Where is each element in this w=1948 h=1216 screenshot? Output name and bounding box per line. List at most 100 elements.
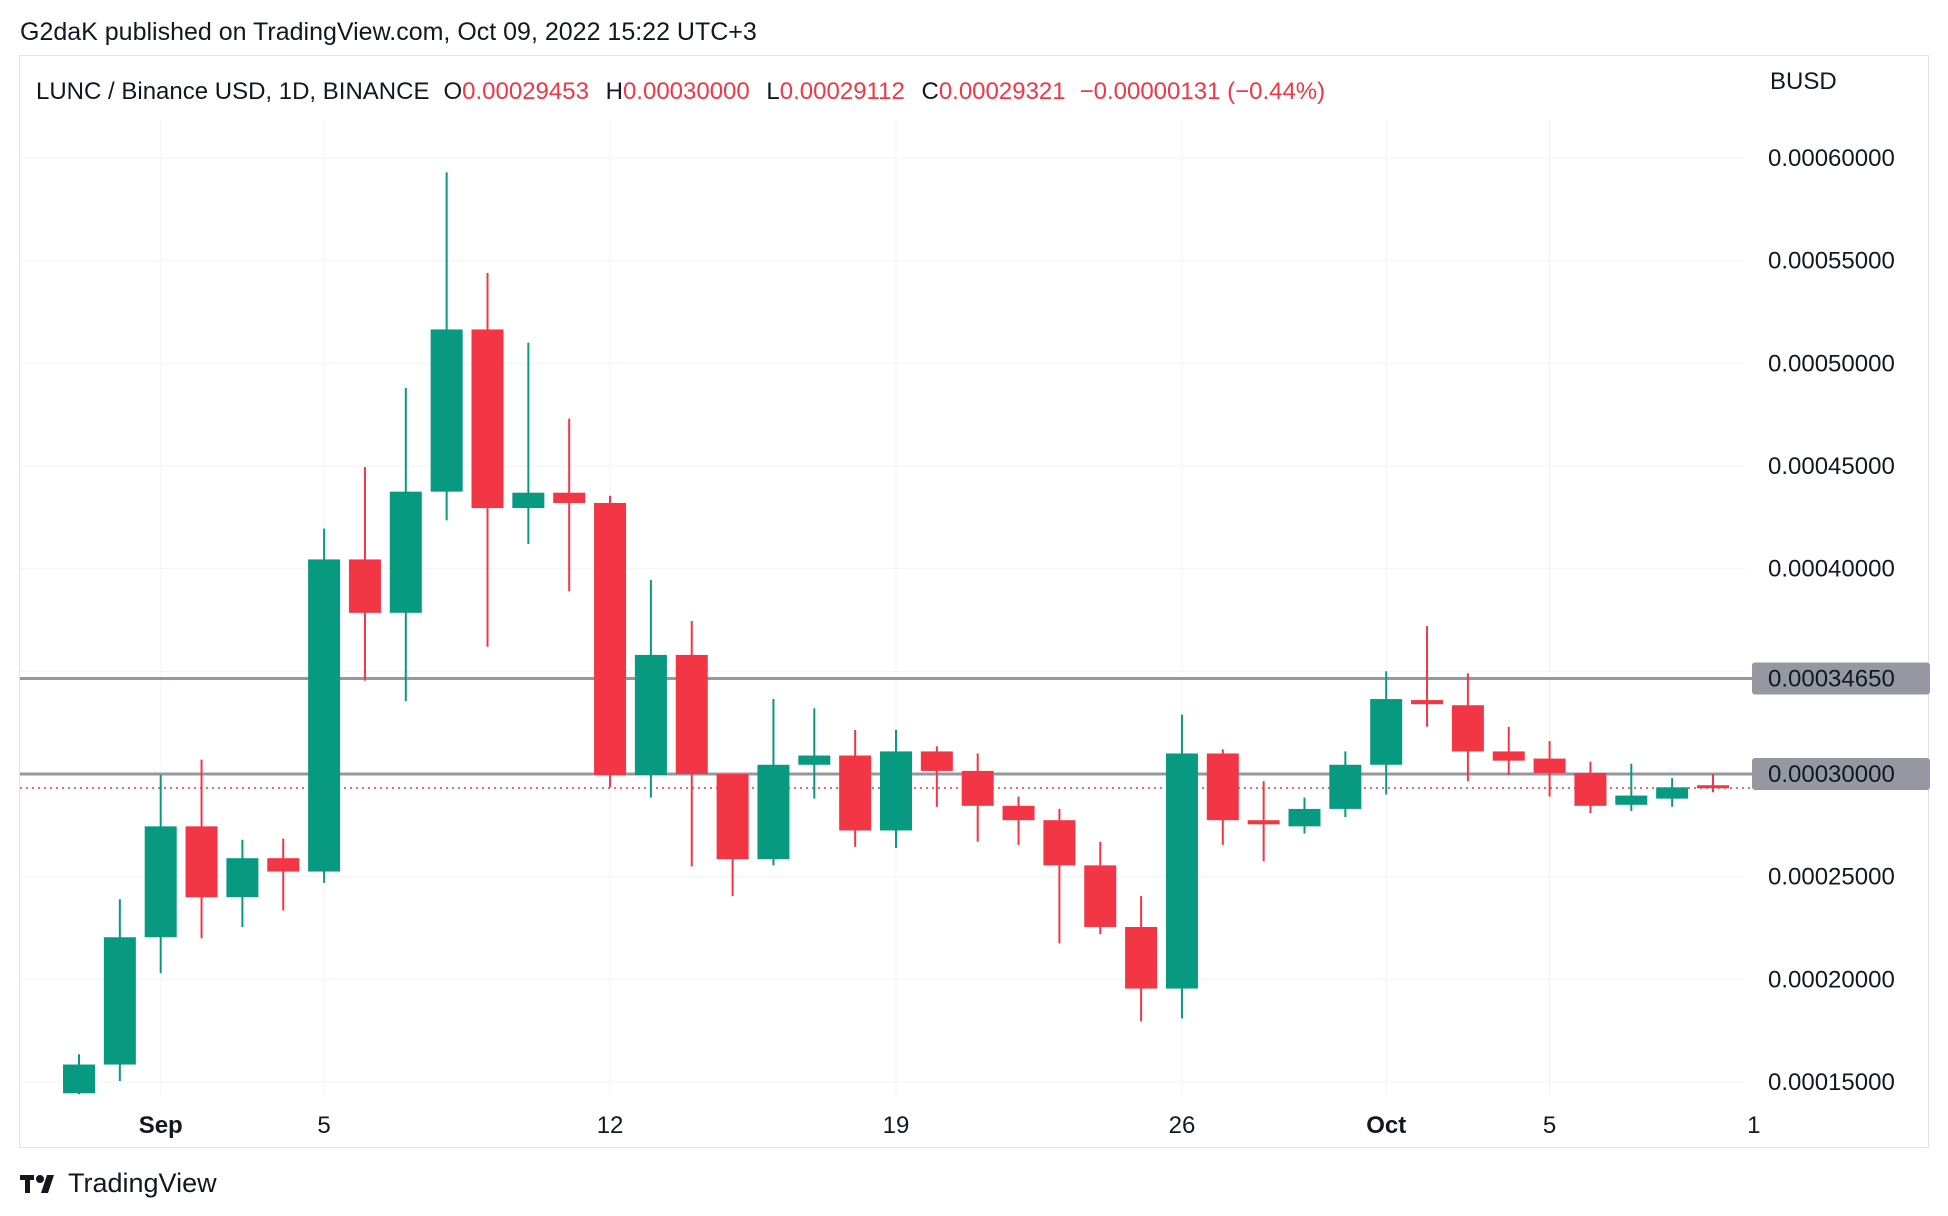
- candle-body: [267, 858, 300, 872]
- candle-body: [1451, 705, 1484, 752]
- time-tick-label: 12: [597, 1112, 624, 1139]
- candle-body: [1084, 865, 1117, 927]
- candle-body: [1697, 785, 1729, 789]
- candle-body: [103, 937, 136, 1065]
- candle-body: [1370, 699, 1403, 765]
- low-value: 0.00029112: [779, 78, 905, 105]
- close-label: C: [921, 78, 939, 105]
- candle-body: [594, 502, 627, 776]
- candle-body: [798, 755, 831, 765]
- candle-body: [1615, 795, 1648, 805]
- candle: [1288, 797, 1321, 834]
- price-tick-label: 0.00060000: [1768, 145, 1895, 172]
- candle-body: [226, 858, 259, 898]
- price-tick-label: 0.00045000: [1768, 453, 1895, 480]
- time-tick-label: 1: [1747, 1112, 1760, 1139]
- candle: [348, 467, 381, 681]
- level-label-background: [1752, 758, 1930, 790]
- candle: [512, 342, 545, 545]
- candle: [961, 753, 994, 842]
- horizontal-level-label: 0.00030000: [1752, 758, 1930, 790]
- candle-body: [308, 559, 341, 872]
- ohlc-legend: LUNC / Binance USD, 1D, BINANCE O0.000294…: [36, 78, 1325, 106]
- candle: [144, 775, 177, 974]
- horizontal-level-label: 0.00034650: [1752, 662, 1930, 695]
- symbol-name[interactable]: LUNC / Binance USD, 1D, BINANCE: [36, 78, 430, 105]
- candle-body: [1329, 764, 1362, 809]
- candle-body: [675, 654, 708, 774]
- level-label-text: 0.00034650: [1768, 666, 1895, 693]
- low-label: L: [766, 78, 780, 105]
- candles-layer: [63, 172, 1729, 1095]
- publisher-caption: G2daK published on TradingView.com, Oct …: [20, 18, 757, 46]
- candle-body: [389, 491, 422, 613]
- time-tick-label: 26: [1169, 1112, 1196, 1139]
- candle: [430, 172, 463, 521]
- candle-body: [553, 492, 586, 503]
- candle: [757, 699, 790, 866]
- candle: [1492, 726, 1525, 776]
- candle: [1247, 781, 1280, 862]
- candle: [1125, 896, 1158, 1022]
- candle: [1697, 774, 1729, 793]
- level-label-background: [1752, 662, 1930, 695]
- candle: [1329, 751, 1362, 818]
- level-label-text: 0.00030000: [1768, 761, 1895, 788]
- candle-body: [920, 751, 953, 771]
- time-tick-label: 19: [883, 1112, 910, 1139]
- candle: [880, 729, 912, 848]
- tradingview-logo[interactable]: TradingView: [20, 1168, 217, 1199]
- time-tick-label: Oct: [1366, 1112, 1406, 1139]
- candle: [553, 418, 586, 592]
- candle-body: [512, 492, 545, 509]
- candle-body: [839, 755, 872, 831]
- candle-body: [1411, 700, 1444, 705]
- price-tick-label: 0.00020000: [1768, 966, 1895, 993]
- candle-body: [348, 559, 381, 613]
- candle: [226, 839, 259, 927]
- close-value: 0.00029321: [938, 78, 1066, 105]
- price-tick-label: 0.00015000: [1768, 1069, 1895, 1096]
- price-axis: 0.00060000 0.00055000 0.00050000 0.00045000…: [1768, 145, 1895, 1096]
- open-value: 0.00029453: [462, 78, 589, 105]
- candle: [1206, 749, 1239, 845]
- candle: [1656, 778, 1689, 807]
- chart-frame: [19, 55, 1929, 1148]
- candle: [1165, 714, 1198, 1019]
- candle: [634, 579, 667, 798]
- candle: [1084, 841, 1117, 935]
- candle-body: [1002, 805, 1035, 821]
- time-axis: Sep 5 12 19 26 Oct 5 1: [139, 1112, 1761, 1139]
- candle: [308, 528, 341, 883]
- candle: [267, 838, 300, 911]
- candle-body: [1656, 787, 1689, 799]
- price-tick-label: 0.00055000: [1768, 248, 1895, 275]
- candle: [920, 746, 953, 807]
- candle: [471, 272, 504, 647]
- candle-body: [144, 826, 177, 938]
- candle: [716, 774, 749, 897]
- candle: [1002, 796, 1035, 845]
- currency-label: BUSD: [1770, 68, 1837, 95]
- candle: [1615, 763, 1648, 811]
- price-tick-label: 0.00025000: [1768, 864, 1895, 891]
- candle: [1574, 761, 1607, 814]
- candle: [1370, 671, 1403, 795]
- candle-body: [1247, 820, 1280, 825]
- candle: [839, 729, 872, 847]
- grid-layer: [20, 120, 1745, 1095]
- candle-body: [185, 826, 218, 898]
- candle-body: [1206, 753, 1239, 821]
- candle: [1451, 673, 1484, 782]
- price-tick-label: 0.00050000: [1768, 350, 1895, 377]
- candle: [185, 759, 218, 939]
- candle-body: [1125, 926, 1158, 989]
- tradingview-wordmark: TradingView: [68, 1168, 217, 1198]
- candle-body: [430, 329, 463, 492]
- candle-body: [1492, 751, 1525, 761]
- candle-body: [634, 654, 667, 776]
- candle-body: [1165, 753, 1198, 989]
- candle-body: [1043, 820, 1076, 866]
- tradingview-logo-icon: [20, 1174, 54, 1193]
